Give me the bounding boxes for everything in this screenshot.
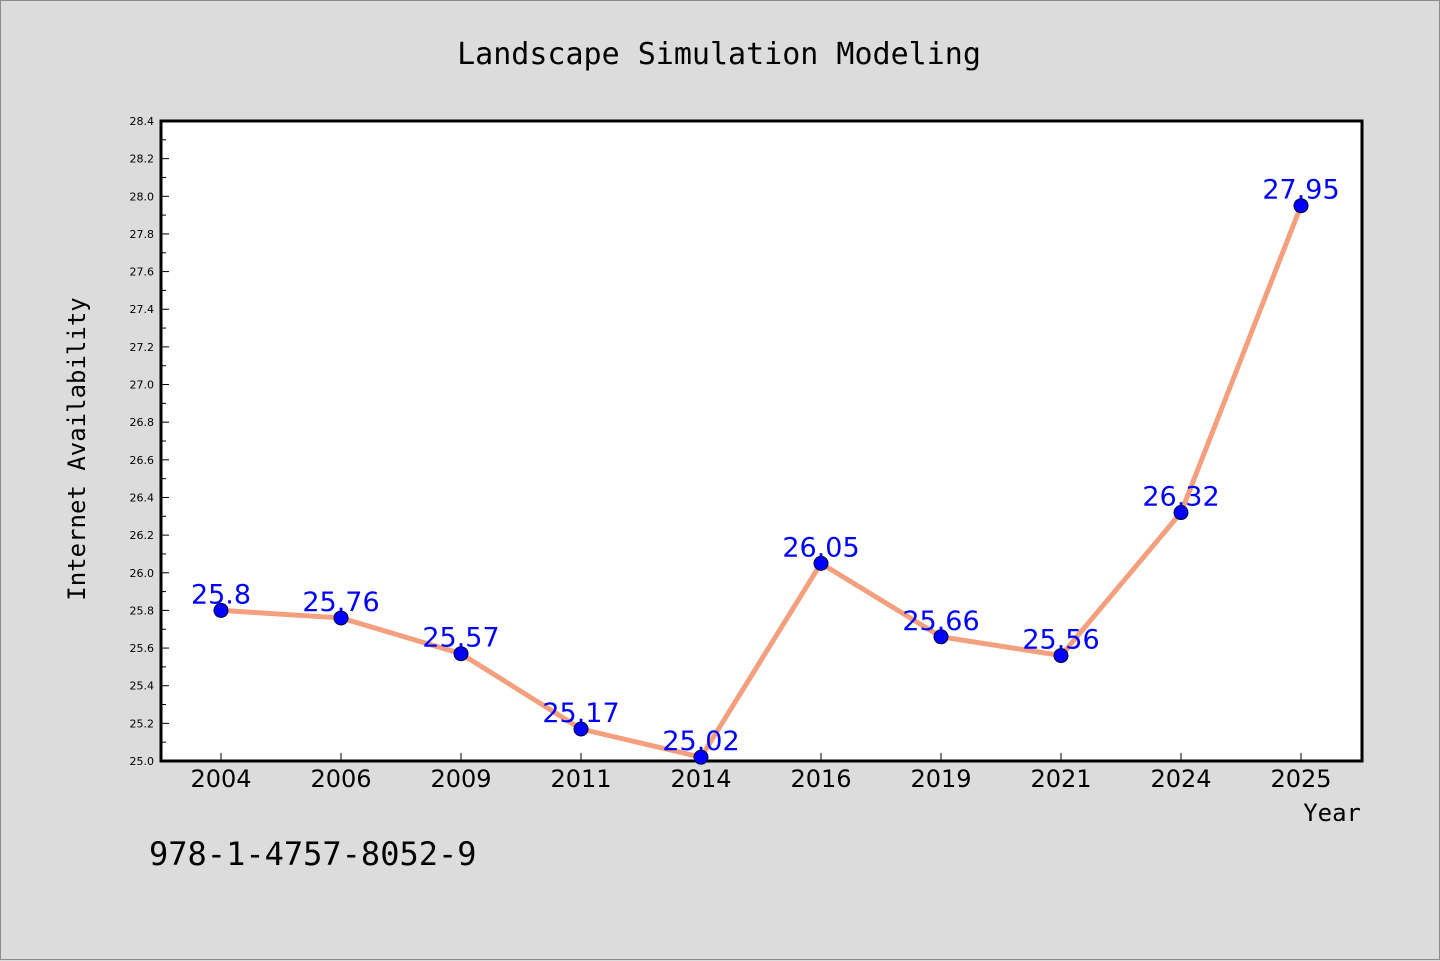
isbn-code: 978-1-4757-8052-9	[149, 835, 477, 873]
x-tick-label: 2004	[190, 765, 251, 793]
data-label: 26.32	[1142, 482, 1219, 513]
y-tick-label: 26.0	[130, 567, 155, 580]
x-tick-label: 2006	[310, 765, 371, 793]
y-tick-label: 27.4	[130, 303, 155, 316]
y-tick-label: 28.0	[130, 190, 155, 203]
data-label: 26.05	[782, 532, 859, 563]
data-label: 25.17	[542, 698, 619, 729]
x-tick-label: 2019	[910, 765, 971, 793]
y-tick-label: 25.2	[130, 717, 155, 730]
x-tick-label: 2025	[1270, 765, 1331, 793]
x-axis-label: Year	[1303, 799, 1361, 827]
y-tick-label: 26.4	[130, 491, 155, 504]
data-point-marker	[1173, 505, 1189, 521]
markers-group	[213, 198, 1309, 765]
y-axis: 25.0 25.2 25.4 25.6 25.8 26.0 26.2 26.4 26.6 26.8…	[130, 115, 169, 768]
x-tick-label: 2016	[790, 765, 851, 793]
data-label: 25.56	[1022, 625, 1099, 656]
data-point-marker	[333, 610, 349, 626]
series-line-group	[218, 203, 1304, 760]
data-point-marker	[1293, 198, 1309, 214]
x-tick-label: 2011	[550, 765, 611, 793]
chart-title: Landscape Simulation Modeling	[457, 37, 981, 72]
data-point-marker	[453, 646, 469, 662]
data-label: 25.8	[191, 579, 251, 610]
y-tick-label: 28.4	[130, 115, 155, 128]
y-tick-label: 27.0	[130, 379, 155, 392]
y-tick-label: 25.6	[130, 642, 155, 655]
data-label: 25.76	[302, 587, 379, 618]
y-tick-label: 27.2	[130, 341, 155, 354]
y-tick-label: 28.2	[130, 153, 155, 166]
y-axis-label: Internet Availability	[63, 297, 91, 600]
data-point-marker	[213, 602, 229, 618]
y-tick-label: 26.2	[130, 529, 155, 542]
x-tick-label: 2021	[1030, 765, 1091, 793]
data-label: 27.95	[1262, 175, 1339, 206]
series-line	[218, 203, 1304, 760]
y-tick-label: 25.4	[130, 680, 155, 693]
data-point-marker	[933, 629, 949, 645]
y-tick-label: 25.8	[130, 604, 155, 617]
y-tick-label: 25.0	[130, 755, 155, 768]
y-tick-label: 26.8	[130, 416, 155, 429]
data-point-marker	[813, 555, 829, 571]
data-label: 25.66	[902, 606, 979, 637]
y-tick-label: 26.6	[130, 454, 155, 467]
x-tick-label: 2009	[430, 765, 491, 793]
x-tick-label: 2024	[1150, 765, 1211, 793]
data-labels-group: 25.8 25.76 25.57 25.17 25.02 26.05 25.66 25.56 2…	[191, 175, 1340, 758]
data-label: 25.02	[662, 726, 739, 757]
x-tick-label: 2014	[670, 765, 731, 793]
y-tick-label: 27.8	[130, 228, 155, 241]
data-label: 25.57	[422, 623, 499, 654]
y-tick-label: 27.6	[130, 266, 155, 279]
x-axis: 2004 2006 2009 2011 2014 2016 2019 2021 2024 2025	[190, 753, 1332, 793]
data-point-marker	[573, 721, 589, 737]
plot-area	[159, 119, 1364, 763]
data-point-marker	[1053, 648, 1069, 664]
data-point-marker	[693, 749, 709, 765]
